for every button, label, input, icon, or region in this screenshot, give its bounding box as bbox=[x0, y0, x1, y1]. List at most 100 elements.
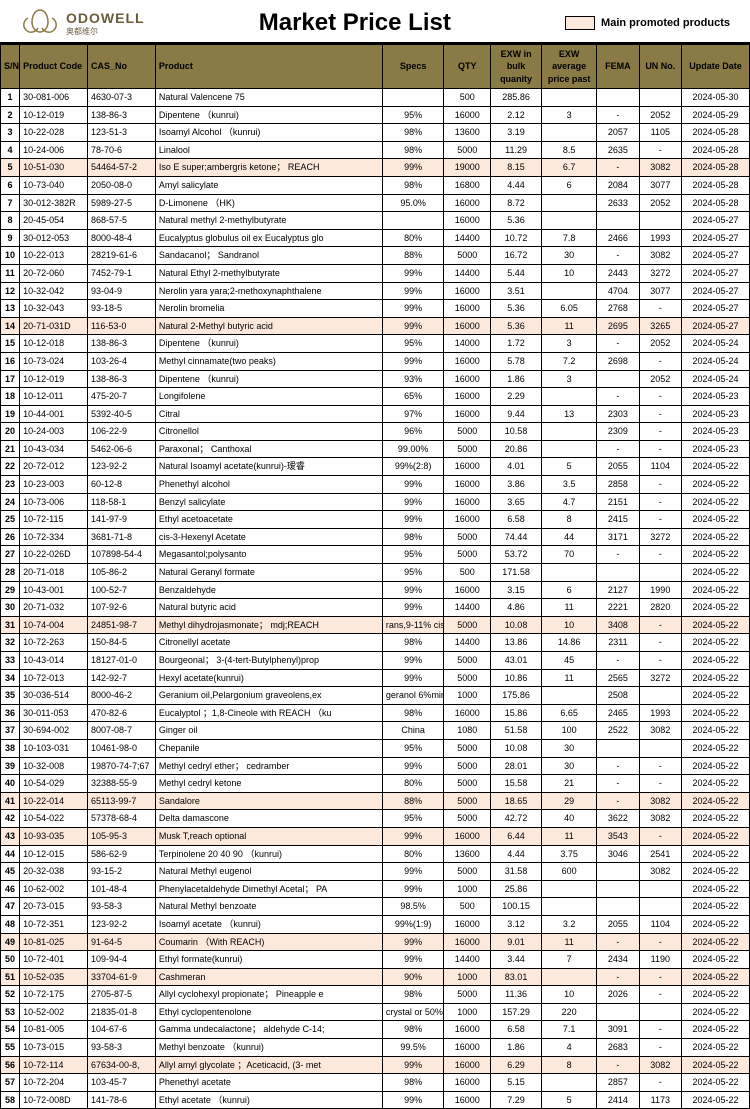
cell-product: Eucalyptus globulus oil ex Eucalyptus gl… bbox=[155, 229, 382, 247]
cell-date: 2024-05-22 bbox=[682, 704, 750, 722]
cell-un: 1190 bbox=[639, 951, 681, 969]
cell-fema: - bbox=[597, 775, 639, 793]
cell-spec: 95% bbox=[382, 106, 444, 124]
cell-sn: 16 bbox=[1, 352, 20, 370]
cell-date: 2024-05-29 bbox=[682, 106, 750, 124]
cell-qty: 1000 bbox=[444, 968, 491, 986]
cell-spec: 88% bbox=[382, 792, 444, 810]
cell-fema: 4704 bbox=[597, 282, 639, 300]
cell-product: Dipentene （kunrui) bbox=[155, 335, 382, 353]
cell-product: Isoamyl acetate （kunrui) bbox=[155, 915, 382, 933]
cell-date: 2024-05-27 bbox=[682, 317, 750, 335]
cell-un: - bbox=[639, 440, 681, 458]
cell-date: 2024-05-22 bbox=[682, 458, 750, 476]
cell-un: - bbox=[639, 493, 681, 511]
cell-product: Gamma undecalactone； aldehyde C-14; bbox=[155, 1021, 382, 1039]
cell-code: 10-24-003 bbox=[20, 423, 88, 441]
cell-exw-avg bbox=[542, 282, 597, 300]
cell-exw-bulk: 100.15 bbox=[491, 898, 542, 916]
cell-qty: 5000 bbox=[444, 739, 491, 757]
cell-qty: 16000 bbox=[444, 511, 491, 529]
cell-qty: 500 bbox=[444, 898, 491, 916]
cell-date: 2024-05-22 bbox=[682, 652, 750, 670]
table-row: 130-081-0064630-07-3Natural Valencene 75… bbox=[1, 89, 750, 107]
cell-fema: - bbox=[597, 933, 639, 951]
cell-product: Allyl amyl glycolate ；Aceticacid, (3- me… bbox=[155, 1056, 382, 1074]
cell-qty: 14400 bbox=[444, 951, 491, 969]
cell-spec: 95.0% bbox=[382, 194, 444, 212]
cell-qty: 1080 bbox=[444, 722, 491, 740]
cell-exw-avg: 3.75 bbox=[542, 845, 597, 863]
cell-date: 2024-05-23 bbox=[682, 388, 750, 406]
cell-exw-bulk: 5.36 bbox=[491, 212, 542, 230]
cell-product: Terpinolene 20 40 90 （kunrui) bbox=[155, 845, 382, 863]
cell-un: 3082 bbox=[639, 792, 681, 810]
table-row: 3020-71-032107-92-6Natural butyric acid9… bbox=[1, 599, 750, 617]
cell-fema: - bbox=[597, 652, 639, 670]
cell-cas: 19870-74-7;67 bbox=[87, 757, 155, 775]
cell-qty: 5000 bbox=[444, 616, 491, 634]
cell-fema: 2026 bbox=[597, 986, 639, 1004]
cell-sn: 37 bbox=[1, 722, 20, 740]
cell-fema bbox=[597, 863, 639, 881]
cell-exw-avg bbox=[542, 89, 597, 107]
cell-exw-avg: 13 bbox=[542, 405, 597, 423]
cell-qty: 16000 bbox=[444, 476, 491, 494]
cell-exw-bulk: 31.58 bbox=[491, 863, 542, 881]
cell-product: Natural Valencene 75 bbox=[155, 89, 382, 107]
cell-spec: 99% bbox=[382, 352, 444, 370]
cell-exw-avg: 3 bbox=[542, 370, 597, 388]
cell-cas: 32388-55-9 bbox=[87, 775, 155, 793]
table-row: 5410-81-005104-67-6Gamma undecalactone； … bbox=[1, 1021, 750, 1039]
cell-un: 3082 bbox=[639, 863, 681, 881]
cell-sn: 10 bbox=[1, 247, 20, 265]
cell-code: 10-72-175 bbox=[20, 986, 88, 1004]
cell-spec: 98% bbox=[382, 704, 444, 722]
table-row: 2220-72-012123-92-2Natural Isoamyl aceta… bbox=[1, 458, 750, 476]
cell-cas: 78-70-6 bbox=[87, 141, 155, 159]
cell-exw-bulk: 6.58 bbox=[491, 511, 542, 529]
col-update-date: Update Date bbox=[682, 45, 750, 89]
cell-qty: 16000 bbox=[444, 458, 491, 476]
cell-code: 10-32-042 bbox=[20, 282, 88, 300]
cell-exw-avg bbox=[542, 968, 597, 986]
cell-un: 3272 bbox=[639, 528, 681, 546]
cell-fema: 2127 bbox=[597, 581, 639, 599]
cell-sn: 33 bbox=[1, 652, 20, 670]
cell-qty: 13600 bbox=[444, 124, 491, 142]
cell-code: 10-54-029 bbox=[20, 775, 88, 793]
cell-sn: 23 bbox=[1, 476, 20, 494]
cell-product: Musk T,reach optional bbox=[155, 827, 382, 845]
cell-code: 10-52-002 bbox=[20, 1003, 88, 1021]
cell-qty: 16000 bbox=[444, 1091, 491, 1109]
cell-fema: - bbox=[597, 968, 639, 986]
cell-qty: 16000 bbox=[444, 827, 491, 845]
cell-fema: - bbox=[597, 388, 639, 406]
cell-sn: 1 bbox=[1, 89, 20, 107]
cell-exw-bulk: 10.08 bbox=[491, 739, 542, 757]
cell-fema: 2857 bbox=[597, 1074, 639, 1092]
cell-date: 2024-05-22 bbox=[682, 1091, 750, 1109]
cell-qty: 14400 bbox=[444, 599, 491, 617]
cell-code: 20-71-018 bbox=[20, 564, 88, 582]
cell-product: D-Limonene （HK) bbox=[155, 194, 382, 212]
cell-qty: 5000 bbox=[444, 986, 491, 1004]
table-row: 4410-12-015586-62-9Terpinolene 20 40 90 … bbox=[1, 845, 750, 863]
cell-product: Nerolin bromelia bbox=[155, 300, 382, 318]
cell-exw-avg: 3 bbox=[542, 335, 597, 353]
cell-exw-bulk: 9.44 bbox=[491, 405, 542, 423]
cell-sn: 53 bbox=[1, 1003, 20, 1021]
cell-cas: 60-12-8 bbox=[87, 476, 155, 494]
cell-sn: 36 bbox=[1, 704, 20, 722]
cell-un: 3272 bbox=[639, 669, 681, 687]
cell-spec: 99% bbox=[382, 669, 444, 687]
cell-date: 2024-05-24 bbox=[682, 352, 750, 370]
cell-date: 2024-05-22 bbox=[682, 599, 750, 617]
cell-exw-bulk: 15.86 bbox=[491, 704, 542, 722]
cell-sn: 14 bbox=[1, 317, 20, 335]
cell-fema: 2434 bbox=[597, 951, 639, 969]
cell-cas: 2050-08-0 bbox=[87, 176, 155, 194]
cell-date: 2024-05-22 bbox=[682, 739, 750, 757]
cell-product: Sandalore bbox=[155, 792, 382, 810]
cell-code: 10-72-401 bbox=[20, 951, 88, 969]
